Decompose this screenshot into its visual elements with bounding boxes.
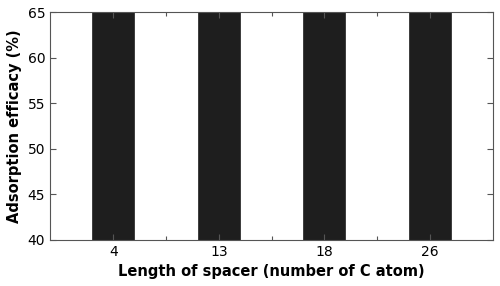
- Bar: [303, 0, 346, 240]
- Y-axis label: Adsorption efficacy (%): Adsorption efficacy (%): [7, 29, 22, 223]
- X-axis label: Length of spacer (number of C atom): Length of spacer (number of C atom): [118, 264, 425, 279]
- Bar: [408, 0, 451, 240]
- Bar: [198, 0, 240, 240]
- Bar: [92, 0, 134, 240]
